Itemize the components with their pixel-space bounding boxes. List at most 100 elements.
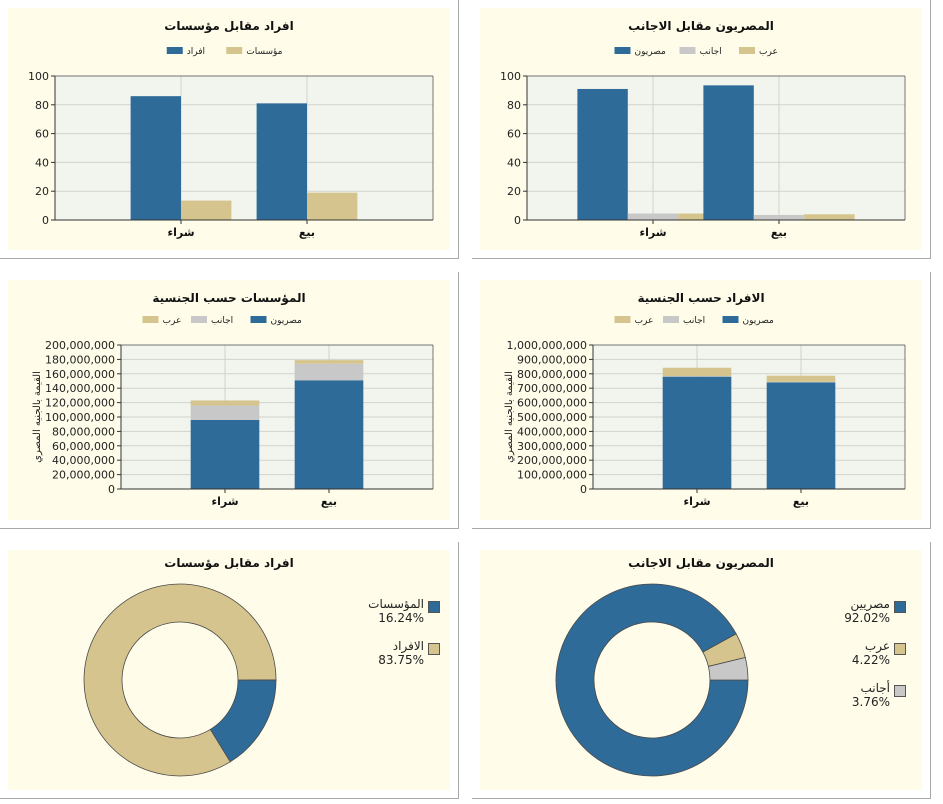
pie-legend: مصريين 92.02% عرب 4.22% أجانب 3.76% <box>810 597 906 723</box>
bar-segment <box>766 375 836 382</box>
legend-swatch <box>428 643 440 655</box>
y-tick-label: 140,000,000 <box>45 382 115 395</box>
y-tick-label: 0 <box>514 214 521 227</box>
panel-individuals-by-nationality: الافراد حسب الجنسية عرب اجانب مصريون 0 100,00… <box>472 272 931 529</box>
bar <box>577 88 628 221</box>
y-tick-label: 100,000,000 <box>45 411 115 424</box>
legend-item-arabs: عرب 4.22% <box>810 639 906 681</box>
legend-label: مصريون <box>743 316 775 326</box>
y-tick-label: 120,000,000 <box>45 397 115 410</box>
chart-individuals-vs-institutions-bar: افراد مقابل مؤسسات افراد مؤسسات 0 20 40 60 80 10… <box>8 8 450 250</box>
donut-slice <box>555 583 749 777</box>
legend-item: اجانب <box>663 316 705 326</box>
bar <box>130 96 181 220</box>
legend-swatch <box>428 601 440 613</box>
y-tick-label: 20,000,000 <box>52 469 115 482</box>
legend-label: اجانب <box>211 316 233 326</box>
legend-label: اجانب <box>683 316 705 326</box>
legend-swatch <box>663 316 679 323</box>
y-tick-label: 200,000,000 <box>517 454 587 467</box>
chart-title: افراد مقابل مؤسسات <box>164 19 293 34</box>
legend-swatch <box>226 47 243 54</box>
x-tick-label: شراء <box>639 226 666 239</box>
x-tick-label: بيع <box>793 495 809 508</box>
chart-egyptians-vs-foreigners-pie: المصريون مقابل الاجانب <box>480 550 922 790</box>
legend-swatch <box>614 47 631 54</box>
y-tick-label: 40,000,000 <box>52 454 115 467</box>
legend-item: اجانب <box>191 316 233 326</box>
pie-legend: المؤسسات 16.24% الافراد 83.75% <box>344 597 440 681</box>
y-tick-label: 100 <box>500 70 521 83</box>
donut-slice <box>83 583 277 777</box>
legend-label: عرب <box>635 316 654 326</box>
y-tick-label: 80 <box>35 99 49 112</box>
legend-item: مصريون <box>722 316 775 326</box>
legend-label: مصريون <box>635 47 667 57</box>
legend-percent: 92.02% <box>844 611 890 625</box>
chart-institutions-by-nationality: المؤسسات حسب الجنسية عرب اجانب مصريون 020,00… <box>8 280 450 520</box>
legend-item: عرب <box>739 47 778 57</box>
bar <box>753 214 805 220</box>
y-tick-label: 40 <box>35 156 49 169</box>
bar-segment <box>190 400 260 406</box>
legend-swatch <box>679 47 696 54</box>
legend-label: الافراد <box>392 639 424 653</box>
legend-swatch <box>722 316 739 323</box>
legend-item-institutions: المؤسسات 16.24% <box>344 597 440 639</box>
legend-item: افراد <box>166 47 205 57</box>
chart-individuals-by-nationality: الافراد حسب الجنسية عرب اجانب مصريون 0100,00… <box>480 280 922 520</box>
y-tick-label: 20 <box>35 185 49 198</box>
chart-title: افراد مقابل مؤسسات <box>164 556 293 571</box>
y-tick-label: 800,000,000 <box>517 368 587 381</box>
x-tick-label: شراء <box>211 495 238 508</box>
panel-egyptians-vs-foreigners-bar: المصريون مقابل الاجانب مصريون اجانب عرب 0 20 4… <box>472 0 931 259</box>
y-tick-label: 60 <box>507 128 521 141</box>
legend-swatch <box>614 316 631 323</box>
panel-egyptians-vs-foreigners-pie: المصريون مقابل الاجانب مصريين 92.02% عرب… <box>472 542 931 799</box>
bar-segment <box>662 376 732 489</box>
y-tick-label: 0 <box>580 483 587 496</box>
legend-percent: 16.24% <box>378 611 424 625</box>
legend-item: مؤسسات <box>226 47 283 57</box>
y-axis-label: القيمة بالجنيه المصري <box>32 371 43 463</box>
bar-segment <box>294 363 364 381</box>
y-tick-label: 0 <box>42 214 49 227</box>
bar-segment <box>662 375 732 377</box>
x-tick-label: شراء <box>683 495 710 508</box>
legend-item: مصريون <box>250 316 302 326</box>
legend-swatch <box>739 47 755 54</box>
legend-label: مصريين <box>850 597 890 611</box>
legend-label: عرب <box>864 639 890 653</box>
legend-label: عرب <box>759 47 778 57</box>
legend-item: اجانب <box>679 47 722 57</box>
legend-swatch <box>166 47 183 54</box>
legend-swatch <box>894 685 906 697</box>
legend-percent: 3.76% <box>851 695 890 709</box>
legend-label: أجانب <box>860 681 890 695</box>
bar-segment <box>766 381 836 383</box>
bar-segment <box>766 382 836 489</box>
bar <box>703 85 754 220</box>
legend-percent: 4.22% <box>851 653 890 667</box>
plot-area <box>55 76 433 220</box>
y-tick-label: 0 <box>108 483 115 496</box>
y-tick-label: 40 <box>507 156 521 169</box>
legend-swatch <box>250 316 267 323</box>
legend-item-foreigners: أجانب 3.76% <box>810 681 906 723</box>
legend-label: مؤسسات <box>246 47 282 57</box>
y-tick-label: 100,000,000 <box>517 469 587 482</box>
bar-segment <box>662 367 732 376</box>
legend-label: اجانب <box>700 47 722 57</box>
y-tick-label: 500,000,000 <box>517 411 587 424</box>
x-tick-label: بيع <box>299 226 315 239</box>
bar <box>804 214 855 220</box>
x-tick-label: بيع <box>771 226 787 239</box>
bar <box>307 192 358 220</box>
y-tick-label: 180,000,000 <box>45 353 115 366</box>
y-tick-label: 200,000,000 <box>45 339 115 352</box>
y-tick-label: 20 <box>507 185 521 198</box>
y-tick-label: 300,000,000 <box>517 440 587 453</box>
y-tick-label: 400,000,000 <box>517 425 587 438</box>
donut-slice <box>707 657 749 681</box>
chart-title: المصريون مقابل الاجانب <box>628 556 774 571</box>
